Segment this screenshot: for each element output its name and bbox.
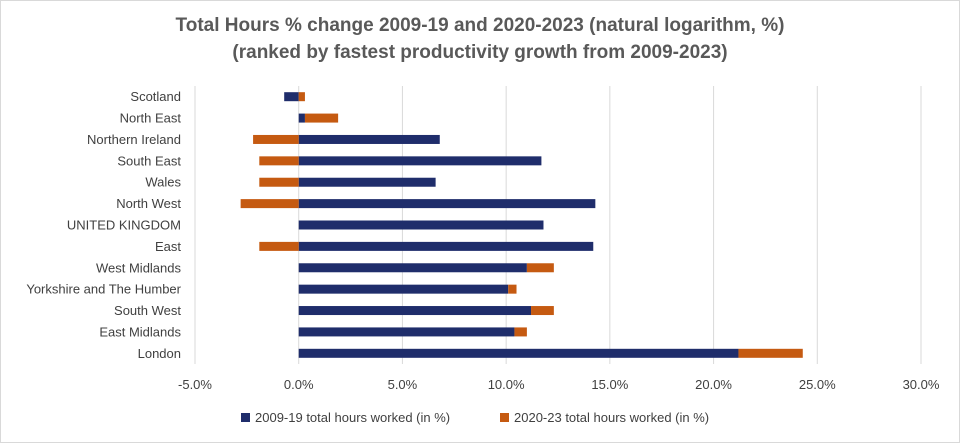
bar-2009-19 bbox=[298, 220, 544, 230]
bar-2020-23 bbox=[253, 134, 299, 144]
category-label: North West bbox=[116, 196, 181, 211]
bar-2009-19 bbox=[298, 306, 532, 316]
chart-title: Total Hours % change 2009-19 and 2020-20… bbox=[175, 15, 785, 36]
legend-swatch-2020-23 bbox=[500, 413, 509, 422]
legend-label-2020-23: 2020-23 total hours worked (in %) bbox=[514, 410, 710, 425]
bar-2009-19 bbox=[298, 113, 305, 123]
bar-2020-23 bbox=[304, 113, 339, 123]
category-label: West Midlands bbox=[96, 260, 182, 275]
x-tick-label: 5.0% bbox=[388, 377, 418, 392]
category-label: South West bbox=[114, 303, 181, 318]
bar-2020-23 bbox=[298, 92, 305, 102]
category-label: UNITED KINGDOM bbox=[67, 218, 181, 233]
bar-2020-23 bbox=[259, 156, 299, 166]
bar-2009-19 bbox=[298, 199, 596, 209]
x-tick-label: -5.0% bbox=[178, 377, 212, 392]
bar-2009-19 bbox=[298, 156, 542, 166]
bar-2009-19 bbox=[298, 327, 515, 337]
legend-swatch-2009-19 bbox=[241, 413, 250, 422]
bar-2009-19 bbox=[298, 241, 594, 251]
bar-2020-23 bbox=[531, 306, 554, 316]
bar-2009-19 bbox=[298, 177, 436, 187]
category-label: Northern Ireland bbox=[87, 132, 181, 147]
bar-2009-19 bbox=[298, 348, 739, 358]
category-label: South East bbox=[117, 153, 181, 168]
chart-subtitle: (ranked by fastest productivity growth f… bbox=[232, 42, 728, 63]
legend-item-2009-19: 2009-19 total hours worked (in %) bbox=[241, 410, 450, 425]
legend-item-2020-23: 2020-23 total hours worked (in %) bbox=[500, 410, 709, 425]
category-label: Yorkshire and The Humber bbox=[26, 282, 181, 297]
bar-2009-19 bbox=[298, 284, 509, 294]
category-label: East bbox=[155, 239, 181, 254]
category-label: East Midlands bbox=[99, 324, 181, 339]
bar-2020-23 bbox=[259, 177, 299, 187]
bar-2020-23 bbox=[738, 348, 803, 358]
legend-label-2009-19: 2009-19 total hours worked (in %) bbox=[255, 410, 451, 425]
category-label: Scotland bbox=[130, 89, 181, 104]
bar-2020-23 bbox=[259, 241, 299, 251]
x-tick-label: 30.0% bbox=[903, 377, 940, 392]
x-tick-label: 25.0% bbox=[799, 377, 836, 392]
bar-2009-19 bbox=[298, 134, 440, 144]
bar-2020-23 bbox=[514, 327, 527, 337]
bar-2009-19 bbox=[284, 92, 299, 102]
bar-2020-23 bbox=[240, 199, 299, 209]
x-tick-label: 0.0% bbox=[284, 377, 314, 392]
category-label: Wales bbox=[145, 175, 181, 190]
x-tick-label: 15.0% bbox=[591, 377, 628, 392]
bar-2009-19 bbox=[298, 263, 527, 273]
x-tick-label: 10.0% bbox=[488, 377, 525, 392]
category-label: London bbox=[138, 346, 181, 361]
bar-2020-23 bbox=[526, 263, 554, 273]
x-tick-label: 20.0% bbox=[695, 377, 732, 392]
bar-2020-23 bbox=[508, 284, 517, 294]
category-label: North East bbox=[120, 111, 182, 126]
